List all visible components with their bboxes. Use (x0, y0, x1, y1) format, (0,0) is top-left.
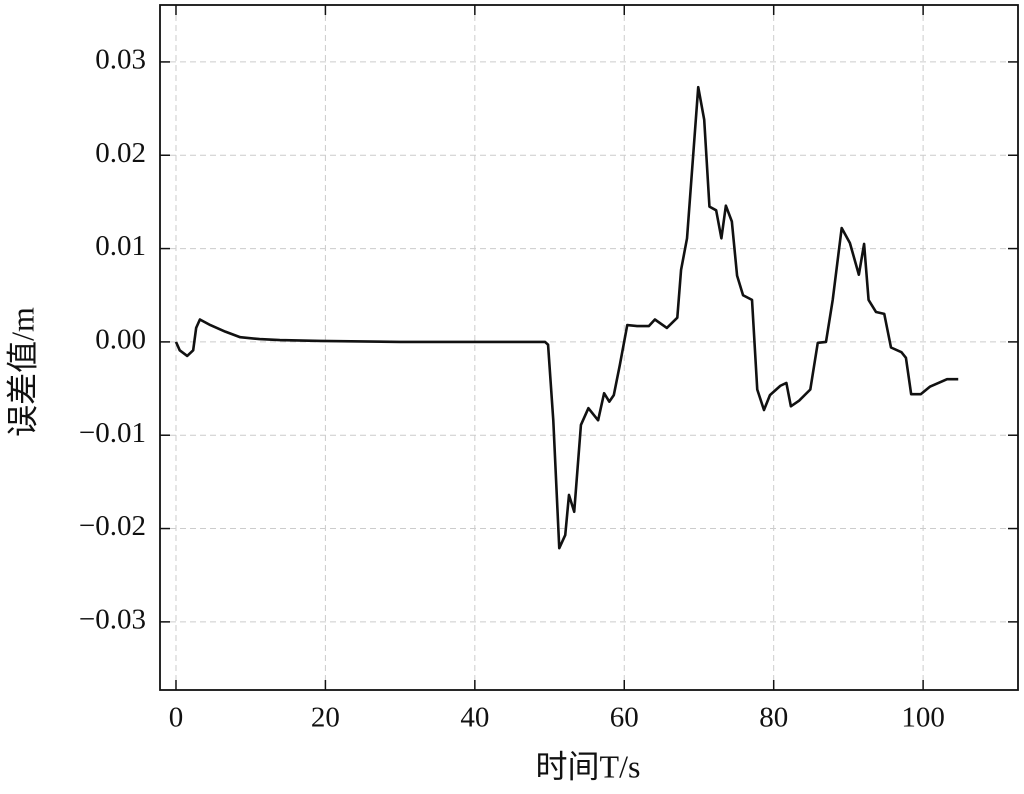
x-tick-label: 80 (759, 702, 788, 734)
y-tick-label: 0.00 (95, 324, 146, 356)
x-axis-label: 时间T/s (536, 748, 641, 784)
x-tick-label: 100 (901, 702, 945, 734)
y-tick-label: −0.03 (79, 604, 146, 636)
y-tick-label: 0.01 (95, 230, 146, 262)
x-tick-label: 40 (460, 702, 489, 734)
x-tick-label: 60 (610, 702, 639, 734)
y-tick-label: 0.02 (95, 137, 146, 169)
data-line (174, 85, 959, 550)
y-tick-label: −0.01 (79, 417, 146, 449)
y-tick-label: 0.03 (95, 44, 146, 76)
x-tick-label: 20 (311, 702, 340, 734)
y-tick-label: −0.02 (79, 510, 146, 542)
plot-frame (159, 4, 1019, 691)
x-tick-label: 0 (169, 702, 184, 734)
y-axis-label: 误差值/m (4, 307, 40, 437)
